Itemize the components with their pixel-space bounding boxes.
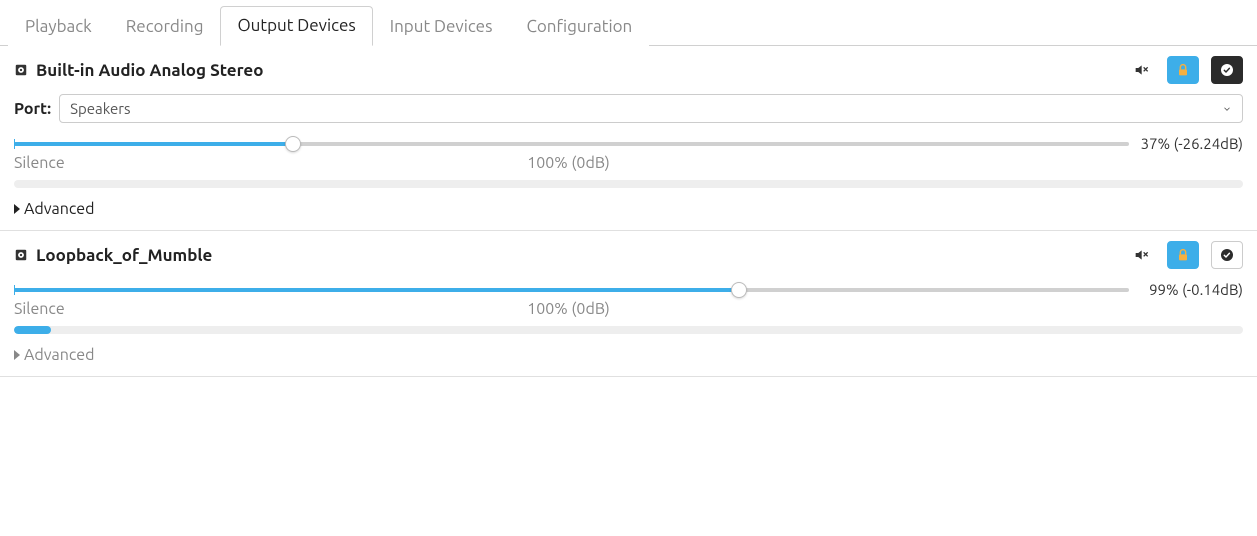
port-row: Port: Speakers <box>14 94 1243 123</box>
tabs-bar: PlaybackRecordingOutput DevicesInput Dev… <box>0 0 1257 46</box>
port-select-value: Speakers <box>70 100 130 117</box>
volume-slider[interactable] <box>14 137 1129 151</box>
slider-thumb[interactable] <box>285 136 301 152</box>
volume-slider-row: 37% (-26.24dB) <box>14 135 1243 152</box>
set-default-button[interactable] <box>1211 56 1243 84</box>
level-meter <box>14 180 1243 188</box>
lock-channels-button[interactable] <box>1167 56 1199 84</box>
label-100pct: 100% (0dB) <box>14 300 1123 318</box>
tab-playback[interactable]: Playback <box>8 7 109 46</box>
lock-icon <box>1175 247 1191 263</box>
check-icon <box>1219 247 1235 263</box>
lock-icon <box>1175 62 1191 78</box>
volume-readout: 99% (-0.14dB) <box>1141 281 1243 298</box>
slider-scale-labels: Silence100% (0dB) <box>14 300 1243 318</box>
port-select[interactable]: Speakers <box>59 94 1243 123</box>
level-meter-track <box>14 326 1243 334</box>
advanced-label: Advanced <box>24 346 94 364</box>
mute-icon <box>1133 62 1149 78</box>
volume-readout: 37% (-26.24dB) <box>1141 135 1243 152</box>
label-100pct: 100% (0dB) <box>14 154 1123 172</box>
slider-thumb[interactable] <box>731 282 747 298</box>
device-title: Loopback_of_Mumble <box>36 246 212 265</box>
disclosure-triangle-icon <box>14 350 20 360</box>
lock-channels-button[interactable] <box>1167 241 1199 269</box>
advanced-label: Advanced <box>24 200 94 218</box>
slider-fill <box>14 142 293 146</box>
mute-icon <box>1133 247 1149 263</box>
volume-slider-row: 99% (-0.14dB) <box>14 281 1243 298</box>
device-header: Loopback_of_Mumble <box>14 241 1243 269</box>
audio-card-icon <box>14 63 28 77</box>
device-title: Built-in Audio Analog Stereo <box>36 61 263 80</box>
chevron-down-icon <box>1222 100 1232 117</box>
devices-container: Built-in Audio Analog Stereo Port: Speaker… <box>0 46 1257 377</box>
slider-scale-labels: Silence100% (0dB) <box>14 154 1243 172</box>
check-icon <box>1219 62 1235 78</box>
device-header: Built-in Audio Analog Stereo <box>14 56 1243 84</box>
advanced-toggle[interactable]: Advanced <box>14 188 1243 230</box>
set-default-button[interactable] <box>1211 241 1243 269</box>
tab-input-devices[interactable]: Input Devices <box>373 7 510 46</box>
tab-configuration[interactable]: Configuration <box>509 7 649 46</box>
tab-recording[interactable]: Recording <box>109 7 221 46</box>
device-panel: Loopback_of_Mumble 99% (-0.14dB) Silence10… <box>0 231 1257 377</box>
mute-button[interactable] <box>1133 62 1149 78</box>
mute-button[interactable] <box>1133 247 1149 263</box>
device-panel: Built-in Audio Analog Stereo Port: Speaker… <box>0 46 1257 231</box>
audio-card-icon <box>14 248 28 262</box>
level-meter-track <box>14 180 1243 188</box>
level-meter <box>14 326 1243 334</box>
volume-slider[interactable] <box>14 283 1129 297</box>
disclosure-triangle-icon <box>14 204 20 214</box>
port-label: Port: <box>14 100 51 118</box>
tab-output-devices[interactable]: Output Devices <box>220 6 372 46</box>
slider-fill <box>14 288 739 292</box>
level-meter-fill <box>14 326 51 334</box>
advanced-toggle[interactable]: Advanced <box>14 334 1243 376</box>
